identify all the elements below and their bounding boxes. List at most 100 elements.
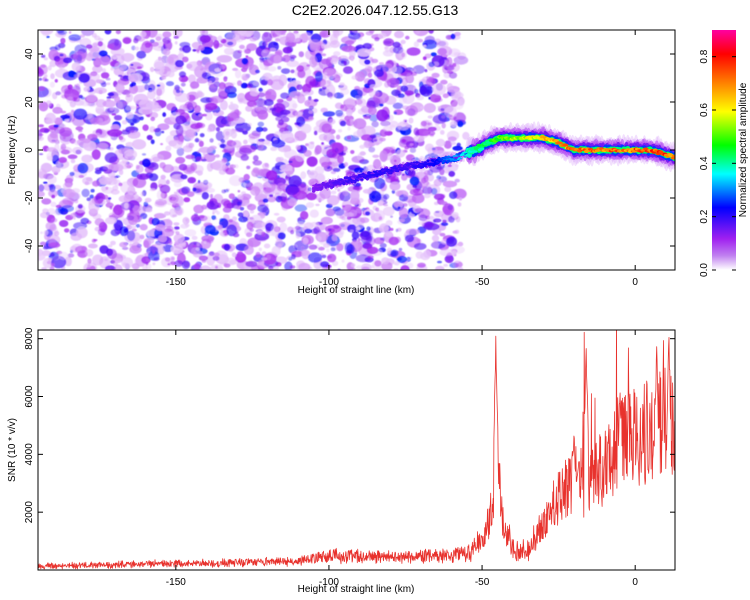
spectrogram-noise-blob [383,193,390,200]
spectrogram-noise-blob [393,262,398,266]
spectrogram-ridge [312,121,675,194]
spectrogram-noise-blob [430,52,437,57]
spectrogram-ridge-cell [318,185,323,187]
spectrogram-noise-blob [223,200,232,209]
spectrogram-noise-blob [361,125,376,136]
spectrogram-noise-blob [244,179,251,184]
spectrogram-noise-blob [218,169,226,175]
spectrogram-noise-blob [389,227,394,231]
spectrogram-noise-blob [444,186,452,193]
spectrogram-noise-blob [73,74,81,78]
spectrogram-noise-blob [243,210,249,218]
spectrogram-ridge-cell [349,178,353,180]
spectrogram-noise-blob [176,147,185,156]
spectrogram-noise-blob [398,247,403,252]
spectrogram-noise-blob [109,107,114,111]
spectrogram-noise-blob [335,134,341,140]
spectrogram-noise-blob [451,100,464,110]
spectrogram-noise-blob [355,221,365,230]
spectrogram-noise-blob [431,72,440,78]
spectrogram-noise-blob [54,184,62,190]
spectrogram-ridge-cell [397,164,401,167]
spectrogram-noise-blob [319,187,332,199]
spectrogram-noise-blob [252,160,263,166]
spectrogram-noise-blob [296,116,306,127]
spectrogram-noise-blob [139,216,143,221]
spectrogram-noise-blob [38,86,46,91]
spectrogram-noise-blob [433,193,445,201]
spectrogram-noise-blob [353,186,360,190]
spectrogram-noise-blob [423,103,436,113]
spectrogram-noise-blob [432,114,447,124]
spectrogram-noise-blob [371,58,379,64]
spectrogram-noise-blob [196,91,205,98]
spectrogram-noise-blob [162,112,167,117]
spectrogram-noise-blob [374,37,380,42]
spectrogram-noise-blob [142,264,148,270]
spectrogram-noise-blob [270,146,278,151]
spectrogram-noise-blob [46,147,57,152]
spectrogram-noise-blob [229,259,238,265]
spectrogram-ridge-cell [451,158,455,160]
spectrogram-noise-blob [406,256,411,263]
spectrogram-noise-blob [451,212,459,218]
spectrogram-noise-blob [349,50,356,58]
spectrogram-ridge-cell [479,147,485,151]
spectrogram-noise-blob [217,35,223,42]
spectrogram-ridge-cell [449,160,453,162]
spectrogram-noise-blob [232,50,242,60]
colorbar-tick-label: 0.6 [699,103,710,117]
spectrogram-noise-blob [53,230,60,236]
spectrogram-noise-blob [105,202,114,208]
spectrogram-noise-blob [278,196,287,201]
colorbar-tick-label: 0.4 [699,156,710,170]
spectrogram-noise-blob [263,98,274,107]
snr-y-label: SNR (10 * v/v) [7,418,18,482]
spectrogram-noise-blob [219,218,225,222]
spectrogram-noise-blob [374,177,386,189]
spectrogram-noise-blob [350,190,360,202]
spectrogram-noise-blob [60,37,66,44]
spectrogram-noise-blob [208,145,217,150]
spectrogram-noise-blob [110,240,116,246]
spectrogram-noise-blob [321,266,332,270]
spectrogram-noise-blob [295,153,305,162]
spectrogram-ridge-cell [408,162,412,164]
spectrogram-noise-blob [149,111,159,119]
spectrogram-ridge-cell [403,165,407,167]
spectrogram-noise-blob [228,151,232,154]
spectrogram-ridge-cell [393,166,397,168]
spectrogram-noise-blob [124,202,129,209]
spectrogram-noise-blob [437,105,441,108]
spectrogram-noise-blob [73,216,76,220]
spectrogram-noise-blob [219,100,228,111]
spectrogram-noise-blob [278,119,284,126]
spectrogram-noise-blob [220,139,226,144]
spectrogram-noise-blob [191,235,198,240]
spectrogram-noise-blob [102,194,109,200]
spectrogram-ridge-cell [313,185,317,187]
spectrogram-noise-blob [122,37,132,44]
spectrogram-noise-blob [394,30,404,39]
spectrogram-noise-blob [325,208,336,217]
snr-panel: -150 -100 -50 0 2000 4000 6000 8000 Height of … [7,327,676,595]
spectrogram-noise-blob [401,139,406,143]
spectrogram-noise-blob [253,105,257,109]
spectrogram-noise-blob [212,209,218,213]
spectrogram-noise-blob [338,56,342,61]
spectrogram-noise-blob [128,73,143,82]
spectrogram-noise-blob [280,164,293,172]
spectrogram-noise-blob [416,238,421,242]
spectrogram-noise-blob [355,207,364,214]
spectrogram-noise-blob [213,112,217,116]
spectrogram-noise-blob [372,158,382,170]
spectrogram-noise-blob [286,186,301,198]
spectrogram-noise-blob [291,226,301,232]
spectrogram-noise-blob [421,186,426,190]
spectrogram-noise-blob [135,164,140,170]
spectrogram-noise-blob [209,138,214,143]
spectrogram-ridge-cell [401,168,405,170]
spectrogram-noise-blob [405,73,415,84]
spectrogram-ridge-cell [431,160,436,162]
spectrogram-noise-blob [395,228,399,233]
